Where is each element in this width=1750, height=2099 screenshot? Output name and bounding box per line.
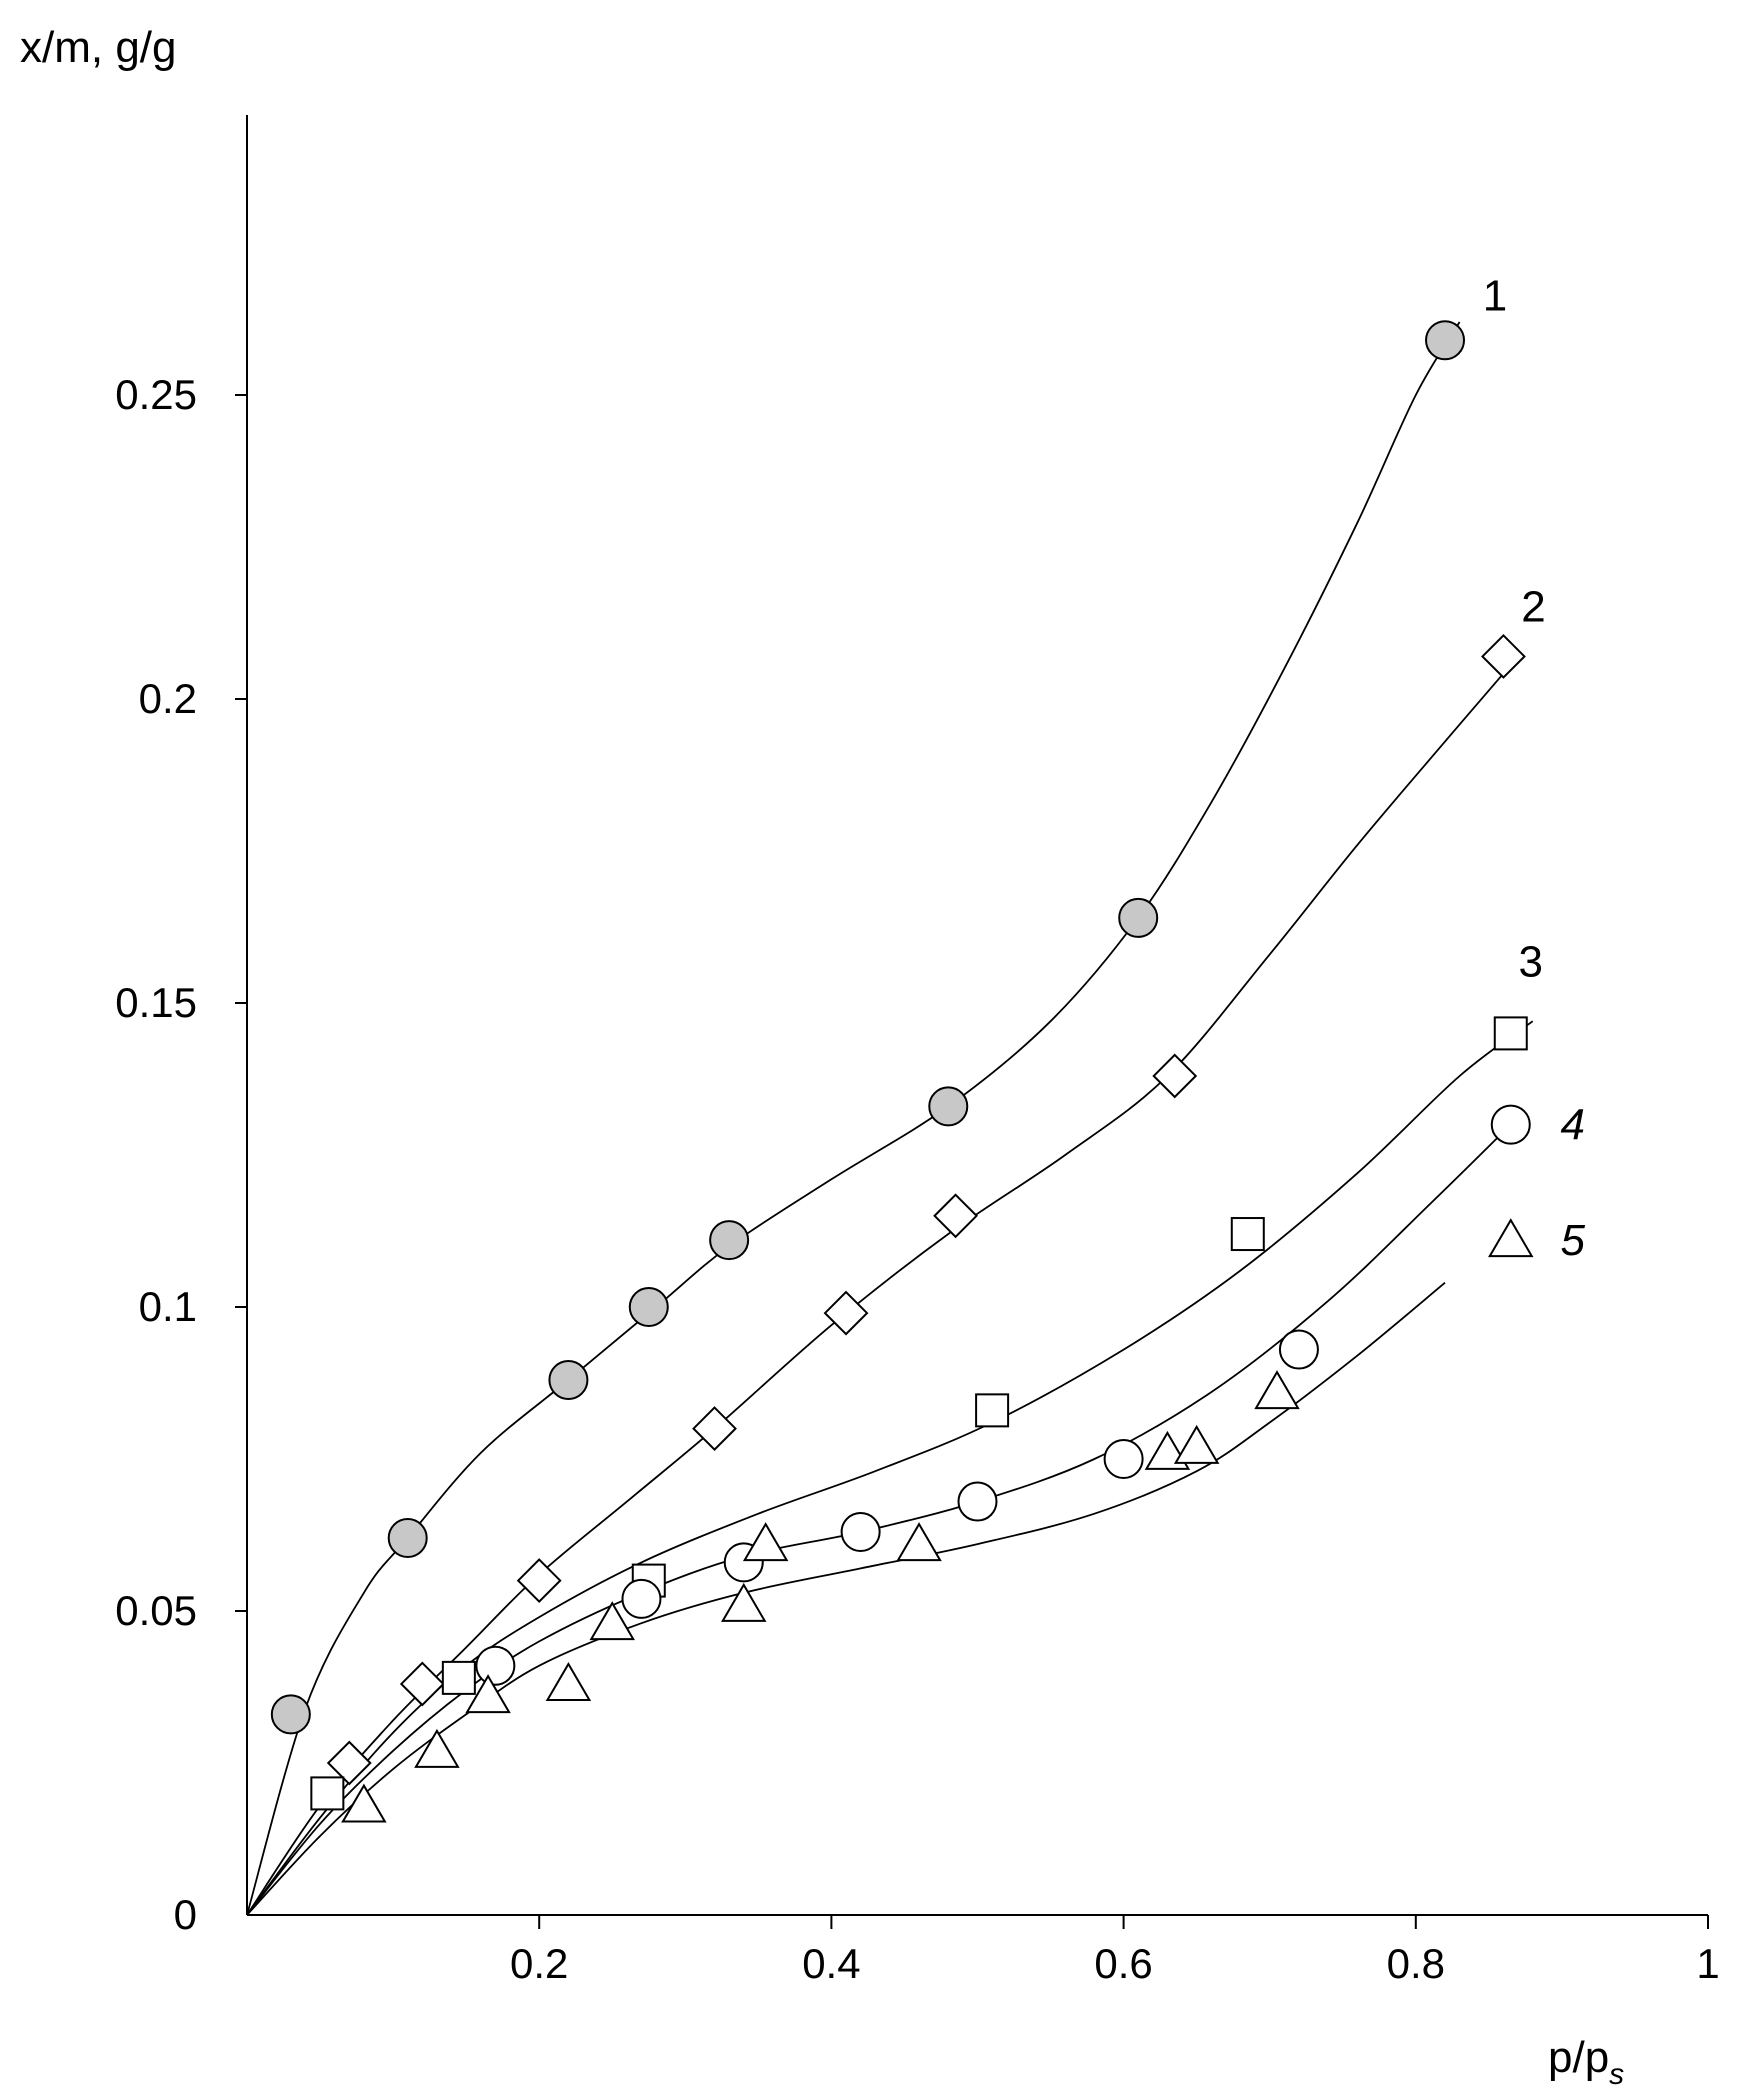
y-tick-label: 0 <box>174 1891 197 1938</box>
point-series-3 <box>310 1776 345 1811</box>
axes <box>246 115 1708 1916</box>
point-series-2 <box>933 1193 978 1239</box>
point-series-5 <box>465 1674 511 1714</box>
point-series-2 <box>516 1558 562 1604</box>
x-tick-label: 1 <box>1696 1940 1719 1987</box>
y-axis-label: x/m, g/g <box>20 23 177 72</box>
point-series-2 <box>399 1661 445 1707</box>
curve-3 <box>246 1020 1534 1916</box>
point-series-1 <box>1425 320 1466 361</box>
point-series-3 <box>975 1393 1010 1428</box>
point-series-4 <box>957 1481 998 1522</box>
point-series-4 <box>475 1645 516 1686</box>
point-series-4 <box>1278 1329 1319 1370</box>
curve-5 <box>246 1282 1446 1916</box>
y-tick-label: 0.2 <box>139 675 197 722</box>
curve-labels: 1 2 3 4 5 <box>1483 271 1586 1265</box>
fit-curves <box>246 321 1534 1916</box>
x-ticks: 0.2 0.4 0.6 0.8 1 <box>510 1915 1720 1987</box>
point-series-1 <box>628 1287 669 1327</box>
point-series-2 <box>1481 634 1526 679</box>
point-series-1 <box>270 1694 311 1735</box>
y-tick-label: 0.05 <box>115 1587 197 1634</box>
point-series-2 <box>823 1290 869 1336</box>
point-series-5 <box>720 1582 767 1622</box>
curve-label-5: 5 <box>1561 1216 1586 1265</box>
x-tick-label: 0.4 <box>802 1940 860 1987</box>
curve-2 <box>246 655 1519 1916</box>
point-series-5 <box>545 1661 592 1701</box>
point-series-4 <box>1103 1439 1144 1479</box>
curve-1 <box>246 321 1461 1916</box>
point-series-3 <box>1493 1016 1528 1051</box>
point-series-4 <box>840 1511 881 1552</box>
y-tick-label: 0.15 <box>115 979 197 1026</box>
point-series-3 <box>441 1660 476 1695</box>
point-series-5 <box>341 1783 387 1823</box>
curve-4 <box>246 1123 1512 1916</box>
y-tick-label: 0.1 <box>139 1283 197 1330</box>
x-axis-label: p/ps <box>1548 2033 1624 2091</box>
point-series-4 <box>1490 1104 1531 1145</box>
x-tick-label: 0.8 <box>1387 1940 1445 1987</box>
point-series-5 <box>896 1522 942 1562</box>
point-series-4 <box>621 1578 662 1619</box>
point-series-2 <box>1152 1053 1198 1099</box>
x-axis-label-main: p/p <box>1548 2033 1609 2082</box>
point-series-5 <box>742 1522 789 1562</box>
point-series-1 <box>387 1518 428 1559</box>
point-series-5 <box>1488 1218 1534 1258</box>
curve-label-4: 4 <box>1561 1101 1585 1150</box>
point-series-5 <box>1173 1424 1220 1464</box>
x-tick-label: 0.6 <box>1094 1940 1152 1987</box>
y-ticks: 0 0.05 0.1 0.15 0.2 0.25 <box>115 371 247 1938</box>
data-markers <box>270 320 1534 1823</box>
curve-label-1: 1 <box>1483 271 1507 320</box>
y-tick-label: 0.25 <box>115 371 197 418</box>
x-tick-label: 0.2 <box>510 1940 568 1987</box>
point-series-1 <box>1118 897 1159 938</box>
curve-label-2: 2 <box>1521 582 1545 631</box>
point-series-1 <box>548 1359 589 1400</box>
point-series-2 <box>326 1740 372 1786</box>
point-series-5 <box>589 1601 635 1641</box>
x-axis-label-subscript: s <box>1609 2058 1624 2091</box>
point-series-5 <box>414 1728 460 1768</box>
point-series-1 <box>709 1220 750 1261</box>
point-series-5 <box>1254 1370 1300 1410</box>
point-series-3 <box>1230 1217 1265 1252</box>
curve-label-3: 3 <box>1519 937 1543 986</box>
point-series-1 <box>928 1086 969 1127</box>
point-series-2 <box>692 1406 737 1452</box>
